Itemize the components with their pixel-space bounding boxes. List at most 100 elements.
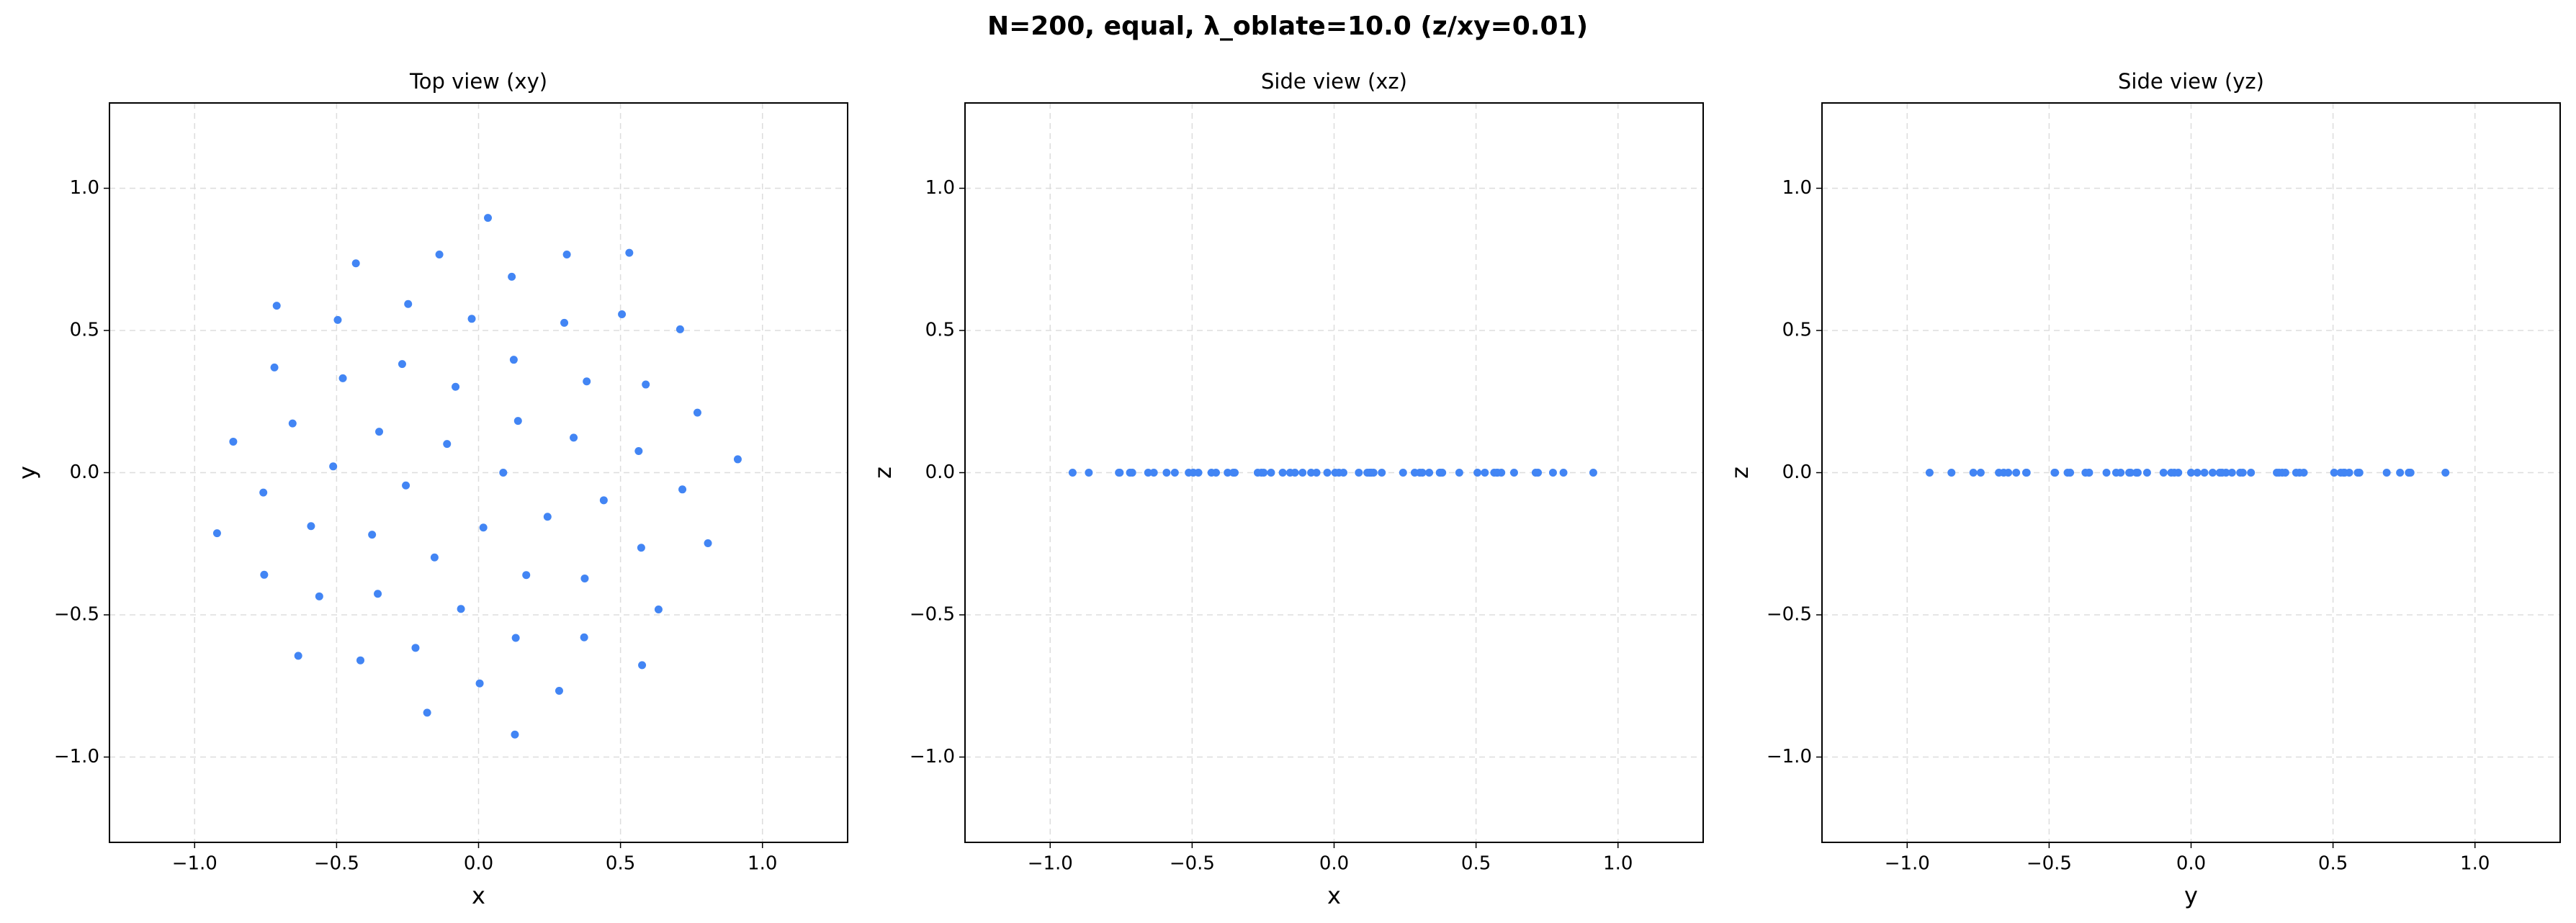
point [509,356,518,364]
plot-frame [1821,102,2561,843]
point [2345,469,2353,477]
y-tick-label: 1.0 [1782,177,1812,199]
point [2004,469,2013,477]
point [2292,469,2300,477]
point [294,652,302,660]
point [1995,469,2003,477]
point [1589,469,1597,477]
point [272,302,281,310]
point [642,380,650,389]
y-tick-label: −1.0 [54,746,99,767]
point [457,605,465,613]
point [511,730,519,739]
point [259,488,268,497]
point [1399,469,1407,477]
y-tick-label: 0.0 [70,462,99,483]
point [1229,469,1238,477]
point [693,408,701,417]
point [1531,469,1540,477]
point [1170,469,1179,477]
point [1410,469,1419,477]
figure-title: N=200, equal, λ_oblate=10.0 (z/xy=0.01) [987,12,1588,41]
point [475,679,484,688]
y-tick-label: 1.0 [70,177,99,199]
point [599,496,608,505]
point [1425,469,1434,477]
point [508,272,516,281]
y-axis-label: z [869,467,897,479]
point [1355,469,1363,477]
panel-title: Side view (xz) [1261,69,1407,94]
point [1267,469,1275,477]
point [2133,469,2142,477]
point [430,553,439,562]
y-tick-label: 0.0 [925,462,955,483]
point [2022,469,2031,477]
point [398,360,406,369]
point [2167,469,2176,477]
point [1378,469,1386,477]
point [2117,469,2125,477]
x-tick-label: −0.5 [2027,853,2072,875]
point [2330,469,2338,477]
point [638,661,647,670]
x-axis-label: y [2184,882,2198,909]
point [2063,469,2072,477]
point [307,522,315,531]
point [2102,469,2111,477]
point [562,251,571,259]
y-tick-label: 0.5 [925,320,955,341]
point [1128,469,1136,477]
point [1068,469,1077,477]
point [229,437,238,446]
point [733,455,742,464]
point [2217,469,2226,477]
point [2382,469,2391,477]
panel-title: Top view (xy) [409,69,547,94]
point [2441,469,2450,477]
point [288,419,297,428]
point [212,529,221,538]
y-tick-label: −0.5 [1767,604,1812,626]
point [1312,469,1321,477]
x-tick-label: 1.0 [1603,853,1633,875]
point [2247,469,2256,477]
x-tick-label: −0.5 [314,853,359,875]
x-tick-label: 0.5 [606,853,635,875]
point [443,440,452,449]
point [637,544,645,552]
point [560,318,569,327]
point [654,605,663,613]
x-tick-label: 1.0 [748,853,777,875]
y-tick-label: −0.5 [54,604,99,626]
point [1162,469,1171,477]
y-tick-label: −1.0 [1767,746,1812,767]
point [522,571,531,580]
y-tick-label: 0.5 [70,320,99,341]
plot-frame [109,102,848,843]
point [1418,469,1427,477]
point [479,523,488,532]
point [1298,469,1307,477]
point [1278,469,1287,477]
point [374,590,382,598]
plot-frame [964,102,1704,843]
point [2281,469,2289,477]
x-tick-label: 0.0 [2176,853,2206,875]
point [484,214,493,222]
point [2275,469,2284,477]
point [1253,469,1262,477]
point [570,433,578,442]
point [1435,469,1444,477]
point [2085,469,2093,477]
point [2159,469,2168,477]
point [1189,469,1198,477]
point [2200,469,2209,477]
point [338,374,347,382]
point [1481,469,1489,477]
point [375,428,384,436]
point [1291,469,1299,477]
point [1976,469,1985,477]
point [315,592,323,600]
